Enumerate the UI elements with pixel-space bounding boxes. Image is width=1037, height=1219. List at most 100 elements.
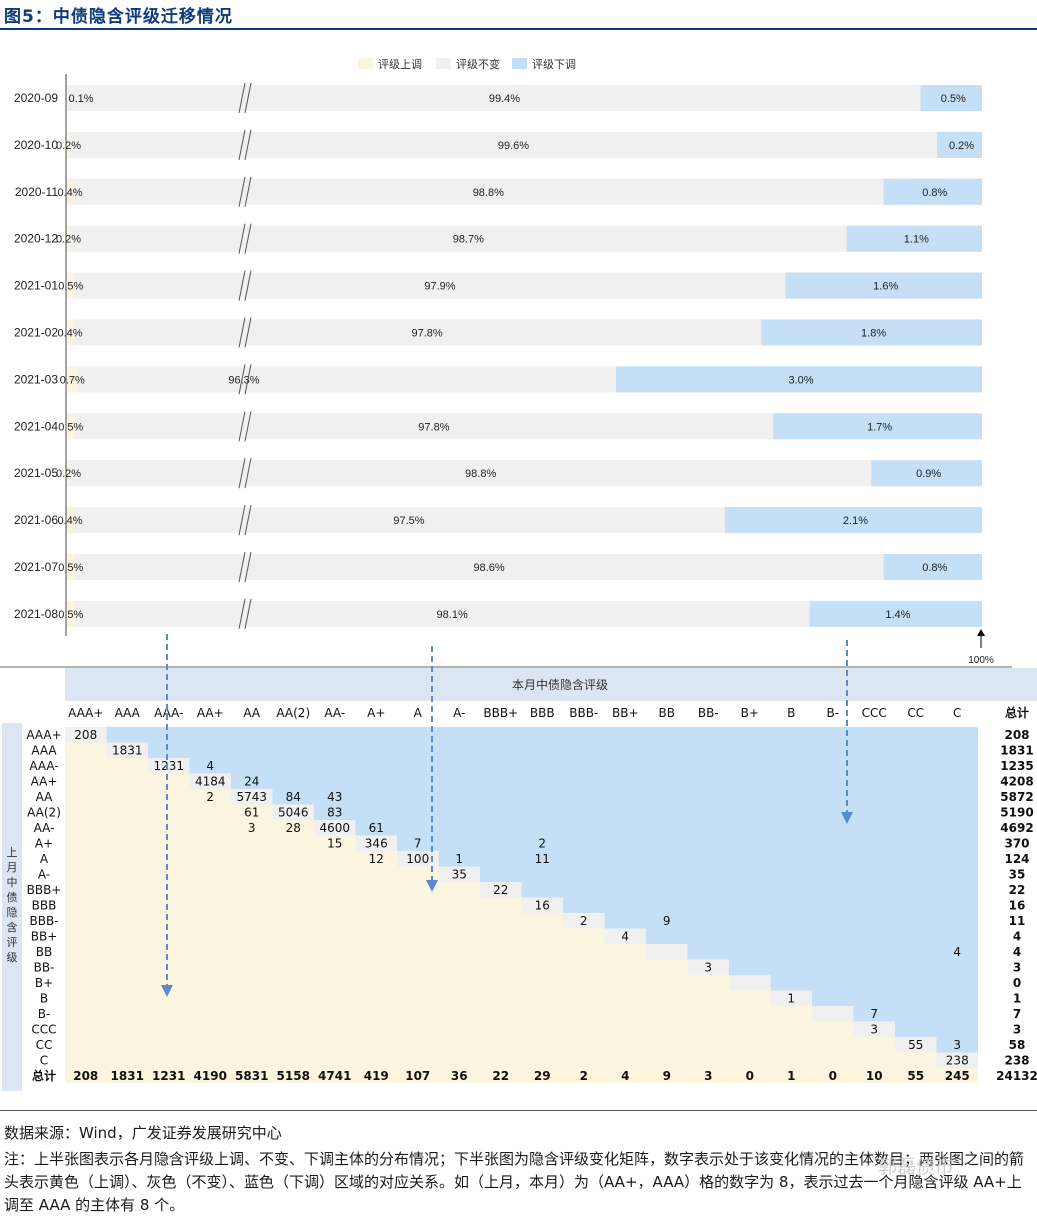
column-total: 55 xyxy=(907,1069,924,1083)
down-arrow-icon xyxy=(161,985,173,997)
bar-upgrade xyxy=(67,131,70,158)
bar-upgrade xyxy=(67,600,75,627)
row-header: AAA+ xyxy=(26,728,61,742)
figure-title: 图5：中债隐含评级迁移情况 xyxy=(4,7,233,27)
category-label: 2021-07 xyxy=(14,560,58,574)
row-total: 5872 xyxy=(1000,790,1033,804)
row-header: C xyxy=(40,1053,48,1067)
column-total: 1231 xyxy=(152,1069,185,1083)
diagonal-cell xyxy=(231,789,273,805)
row-header: CCC xyxy=(31,1022,56,1036)
matrix-cell-value: 4600 xyxy=(319,821,350,835)
column-total: 4190 xyxy=(194,1069,227,1083)
bar-upgrade xyxy=(67,225,70,252)
column-header: A+ xyxy=(367,706,385,720)
row-total: 238 xyxy=(1004,1053,1029,1067)
diagonal-cell xyxy=(314,820,356,836)
matrix-cell-value: 84 xyxy=(286,790,301,804)
label-upgrade: 0.5% xyxy=(58,609,83,621)
diagonal-cell xyxy=(812,1006,854,1022)
label-upgrade: 0.7% xyxy=(60,374,85,386)
row-header: AAA xyxy=(31,743,57,757)
column-header: BBB xyxy=(530,706,555,720)
row-header: BBB- xyxy=(29,914,58,928)
column-total: 5158 xyxy=(277,1069,310,1083)
bar-downgrade xyxy=(724,507,982,534)
column-header: BBB+ xyxy=(483,706,518,720)
label-unchanged: 98.6% xyxy=(473,562,504,574)
matrix-cell-value: 35 xyxy=(452,867,467,881)
bar-downgrade xyxy=(883,554,982,580)
column-header: AA- xyxy=(324,706,345,720)
label-downgrade: 1.4% xyxy=(885,609,910,621)
row-axis-title-char: 级 xyxy=(7,951,18,964)
row-header-total: 总计 xyxy=(32,1068,56,1083)
totals-row-band xyxy=(65,1068,978,1083)
bar-upgrade xyxy=(67,554,75,580)
axis-break-mark xyxy=(238,82,246,114)
diagonal-cell xyxy=(729,975,771,991)
row-header: B- xyxy=(38,1007,51,1021)
label-unchanged: 97.9% xyxy=(424,281,455,293)
column-header: AA+ xyxy=(197,706,224,720)
row-axis-title-char: 债 xyxy=(7,890,18,904)
matrix-cell-value: 61 xyxy=(244,805,259,819)
matrix-cell-value: 1 xyxy=(787,991,795,1005)
bar-downgrade xyxy=(920,85,982,111)
bar-unchanged xyxy=(67,178,982,205)
row-axis-band xyxy=(2,723,22,1091)
diagonal-cell xyxy=(65,727,107,743)
bar-upgrade xyxy=(67,178,73,205)
column-total: 208 xyxy=(73,1069,98,1083)
bar-downgrade xyxy=(937,131,982,158)
diagonal-cell xyxy=(438,866,480,882)
diagonal-cell xyxy=(563,913,605,929)
bar-unchanged xyxy=(67,554,982,580)
matrix-cell-value: 61 xyxy=(369,821,384,835)
label-upgrade: 0.5% xyxy=(58,421,83,433)
column-header: CC xyxy=(907,706,924,720)
label-unchanged: 98.8% xyxy=(473,187,504,199)
row-total: 370 xyxy=(1004,836,1029,850)
diagonal-cell xyxy=(770,990,812,1006)
bar-downgrade xyxy=(871,460,982,487)
bar-unchanged xyxy=(67,460,982,487)
bar-downgrade xyxy=(809,600,982,627)
row-header: AA+ xyxy=(31,774,58,788)
row-total: 3 xyxy=(1013,960,1021,974)
matrix-cell-value: 16 xyxy=(535,898,550,912)
column-header: BB+ xyxy=(612,706,639,720)
axis-break-mark xyxy=(244,270,252,301)
column-total: 2 xyxy=(580,1069,588,1083)
footer-divider xyxy=(0,1110,1037,1111)
axis-break-mark xyxy=(244,223,252,254)
bar-downgrade xyxy=(846,225,982,252)
column-header: CCC xyxy=(862,706,887,720)
label-upgrade: 0.5% xyxy=(58,281,83,293)
matrix-cell-value: 83 xyxy=(327,805,342,819)
row-total: 7 xyxy=(1013,1007,1021,1021)
title-divider xyxy=(0,28,1037,30)
label-upgrade: 0.1% xyxy=(68,93,93,105)
diagonal-cell xyxy=(646,944,688,960)
matrix-cell-value: 2 xyxy=(538,836,546,850)
row-axis-title-char: 上 xyxy=(7,846,18,859)
matrix-cell-value: 9 xyxy=(663,914,671,928)
bar-upgrade xyxy=(67,319,73,346)
bar-upgrade xyxy=(67,460,70,487)
axis-break-mark xyxy=(244,364,252,395)
row-total: 3 xyxy=(1013,1022,1021,1036)
matrix-cell-value: 22 xyxy=(493,883,508,897)
legend-swatch xyxy=(436,58,451,69)
axis-break-mark xyxy=(244,317,252,348)
column-header: B- xyxy=(826,706,839,720)
row-axis-title-char: 评 xyxy=(7,936,18,949)
label-upgrade: 0.2% xyxy=(56,140,81,152)
diagonal-cell xyxy=(106,742,148,758)
category-label: 2020-10 xyxy=(14,138,58,152)
axis-break-mark xyxy=(238,411,246,442)
label-upgrade: 0.2% xyxy=(56,234,81,246)
column-total: 245 xyxy=(945,1069,970,1083)
row-total: 4208 xyxy=(1000,774,1033,788)
